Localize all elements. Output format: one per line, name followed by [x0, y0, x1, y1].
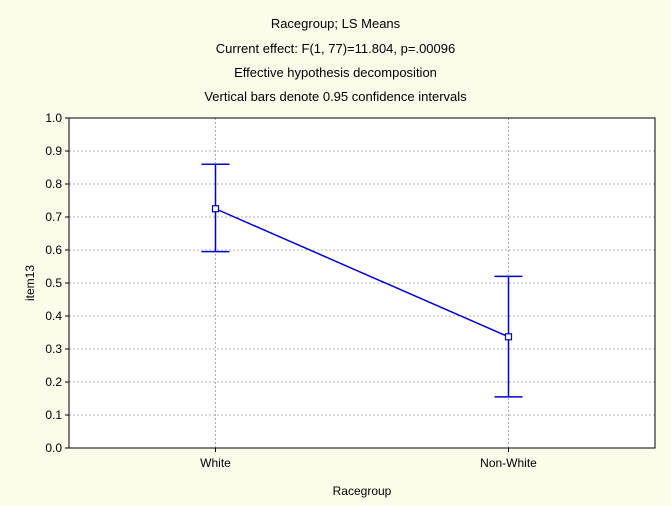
grid-lines — [69, 118, 655, 448]
plot-border — [68, 117, 656, 449]
y-axis-label: item13 — [23, 265, 37, 301]
y-tick-label: 0.3 — [45, 342, 62, 356]
y-tick-label: 0.6 — [45, 243, 62, 257]
series-line — [215, 208, 509, 338]
chart-title: Racegroup; LS Means — [270, 16, 401, 31]
x-tick-label: Non-White — [480, 456, 537, 470]
x-axis-label: Racegroup — [333, 484, 392, 498]
y-tick-label: 0.1 — [45, 408, 62, 422]
y-tick-label: 0.8 — [45, 177, 62, 191]
y-tick-label: 0.0 — [45, 441, 62, 455]
chart-subtitle-effect: Current effect: F(1, 77)=11.804, p=.0009… — [215, 41, 456, 56]
y-tick-label: 0.4 — [45, 309, 62, 323]
chart-subtitle-ci-note: Vertical bars denote 0.95 confidence int… — [204, 89, 467, 104]
y-tick-label: 0.2 — [45, 375, 62, 389]
y-axis-ticks: 0.0 0.1 0.2 0.3 0.4 0.5 0.6 0.7 0.8 0.9 1.0 — [45, 111, 69, 455]
y-tick-label: 1.0 — [45, 111, 62, 125]
data-point — [211, 205, 220, 213]
x-axis-ticks: White Non-White — [200, 448, 537, 470]
y-tick-label: 0.7 — [45, 210, 62, 224]
y-tick-label: 0.5 — [45, 276, 62, 290]
data-point — [504, 333, 513, 341]
y-tick-label: 0.9 — [45, 144, 62, 158]
series-layer — [201, 163, 523, 398]
x-tick-label: White — [200, 456, 231, 470]
chart-subtitle-decomposition: Effective hypothesis decomposition — [234, 65, 437, 80]
